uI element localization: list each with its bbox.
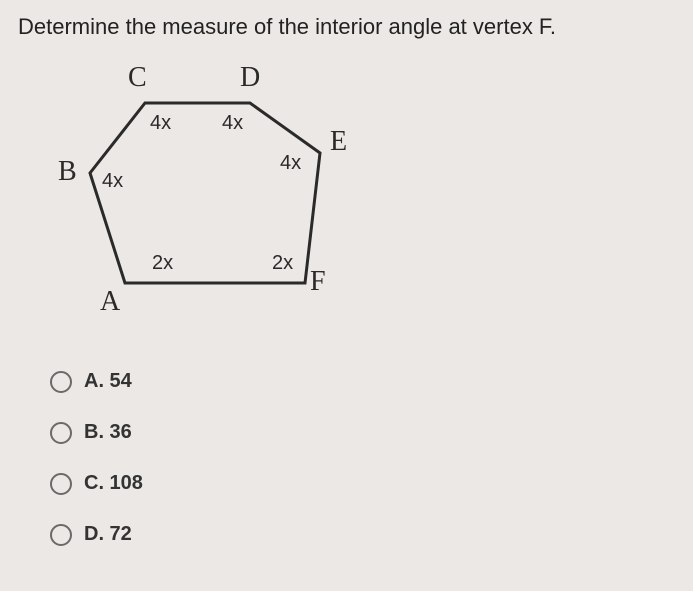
answer-options: A. 54 B. 36 C. 108 D. 72 [50, 370, 143, 574]
vertex-label-b: B [58, 156, 77, 188]
option-label: A. 54 [84, 370, 132, 393]
question-text: Determine the measure of the interior an… [18, 14, 556, 40]
option-label: D. 72 [84, 523, 132, 546]
option-a[interactable]: A. 54 [50, 370, 143, 393]
angle-label-d: 4x [222, 112, 243, 135]
angle-label-a: 2x [152, 252, 173, 275]
radio-icon [50, 371, 72, 393]
angle-label-c: 4x [150, 112, 171, 135]
vertex-label-a: A [100, 286, 120, 318]
option-label: B. 36 [84, 421, 132, 444]
radio-icon [50, 524, 72, 546]
angle-label-f: 2x [272, 252, 293, 275]
vertex-label-e: E [330, 126, 347, 158]
hexagon-diagram: A B C D E F 2x 4x 4x 4x 4x 2x [50, 48, 410, 338]
option-d[interactable]: D. 72 [50, 523, 143, 546]
radio-icon [50, 422, 72, 444]
angle-label-b: 4x [102, 170, 123, 193]
option-c[interactable]: C. 108 [50, 472, 143, 495]
angle-label-e: 4x [280, 152, 301, 175]
vertex-label-d: D [240, 62, 260, 94]
radio-icon [50, 473, 72, 495]
vertex-label-f: F [310, 266, 326, 298]
vertex-label-c: C [128, 62, 147, 94]
option-label: C. 108 [84, 472, 143, 495]
option-b[interactable]: B. 36 [50, 421, 143, 444]
